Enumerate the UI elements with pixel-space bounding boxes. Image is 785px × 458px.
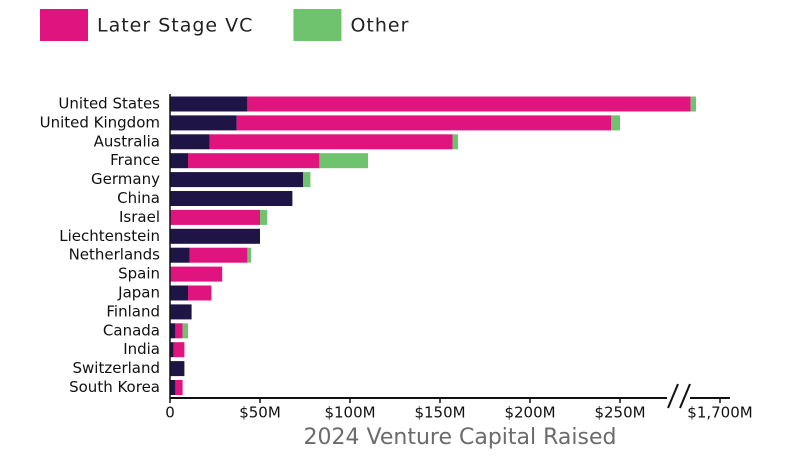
category-label: Finland	[106, 302, 160, 320]
bar-segment	[690, 96, 696, 112]
bar-segment	[175, 380, 183, 395]
category-label: Germany	[91, 170, 160, 188]
bar-segment	[247, 96, 691, 112]
x-axis-label: 2024 Venture Capital Raised	[304, 425, 617, 450]
bar-segment	[170, 209, 260, 225]
x-tick-label: $150M	[414, 404, 465, 422]
category-label: Spain	[118, 265, 160, 283]
bar-segment	[260, 209, 268, 225]
x-tick-label: 0	[165, 404, 175, 422]
x-tick-label: $250M	[594, 404, 645, 422]
legend-label: Later Stage VC	[97, 15, 253, 37]
axis-break	[679, 383, 691, 409]
bar-segment	[170, 96, 248, 112]
bar-segment	[170, 172, 304, 188]
category-label: South Korea	[69, 378, 160, 396]
bar-segment	[173, 342, 185, 358]
bar-segment	[170, 266, 223, 282]
x-tick-label: $1,700M	[687, 404, 752, 422]
category-label: Israel	[119, 208, 160, 226]
category-label: Australia	[94, 132, 160, 150]
bar-segment	[170, 304, 192, 320]
category-label: Japan	[117, 284, 160, 302]
category-label: India	[123, 340, 160, 358]
category-label: Canada	[103, 321, 160, 339]
bar-segment	[319, 153, 368, 169]
bar-segment	[170, 323, 176, 339]
category-label: United Kingdom	[40, 113, 160, 131]
bar-segment	[170, 380, 176, 395]
bar-segment	[175, 323, 183, 339]
bar-segment	[188, 285, 212, 301]
category-label: China	[117, 189, 160, 207]
legend-swatch	[40, 9, 88, 41]
bar-segment	[170, 134, 210, 150]
category-label: United States	[58, 95, 160, 113]
category-label: Netherlands	[69, 246, 161, 264]
bar-segment	[170, 342, 174, 358]
bar-segment	[182, 323, 188, 339]
bar-segment	[170, 228, 260, 244]
x-tick-label: $100M	[324, 404, 375, 422]
bar-segment	[209, 134, 453, 150]
legend-swatch	[293, 9, 342, 41]
legend-label: Other	[350, 15, 409, 37]
bar-segment	[452, 134, 458, 150]
category-label: Switzerland	[73, 359, 161, 377]
bar-segment	[188, 153, 320, 169]
category-label: France	[110, 151, 160, 169]
bar-segment	[170, 247, 190, 263]
x-tick-label: $50M	[239, 404, 281, 422]
x-tick-label: $200M	[504, 404, 555, 422]
axis-break	[667, 383, 679, 409]
bar-segment	[170, 191, 293, 206]
bar-segment	[247, 247, 251, 263]
bar-segment	[611, 115, 620, 131]
category-label: Liechtenstein	[59, 227, 160, 245]
bar-segment	[170, 115, 237, 131]
bar-segment	[170, 361, 185, 377]
bar-segment	[170, 285, 188, 301]
bar-segment	[303, 172, 311, 188]
bar-segment	[189, 247, 248, 263]
bar-segment	[170, 153, 188, 169]
bar-segment	[236, 115, 611, 131]
